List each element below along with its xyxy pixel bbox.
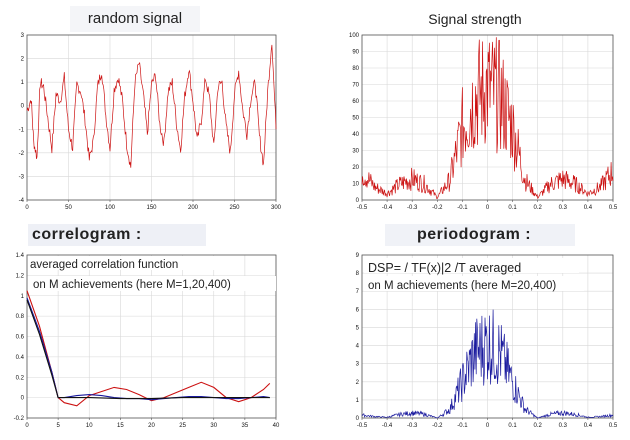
- y-tick-label: 60: [352, 99, 359, 105]
- x-tick-label: 40: [273, 423, 280, 429]
- x-tick-label: -0.4: [382, 205, 393, 211]
- x-tick-label: -0.3: [407, 205, 418, 211]
- x-tick-label: 0.4: [584, 423, 593, 429]
- y-tick-label: 3: [21, 33, 25, 39]
- y-tick-label: -0.2: [14, 416, 25, 422]
- y-tick-label: 100: [349, 33, 360, 39]
- y-tick-label: -1: [19, 127, 25, 133]
- x-tick-label: 200: [188, 205, 199, 211]
- periodogram-annotation-line2: on M achievements (here M=20,400): [368, 280, 556, 292]
- y-tick-label: 1: [356, 398, 360, 404]
- x-tick-label: -0.3: [407, 423, 418, 429]
- series-line-blue: [26, 297, 270, 401]
- y-tick-label: 1: [21, 294, 25, 300]
- y-tick-label: 0.4: [16, 355, 25, 361]
- x-tick-label: -0.2: [432, 205, 443, 211]
- x-tick-label: 0.2: [534, 423, 543, 429]
- y-tick-label: 7: [356, 289, 360, 295]
- y-tick-label: 80: [352, 66, 359, 72]
- x-tick-label: 50: [65, 205, 72, 211]
- series-line-black: [26, 299, 270, 400]
- y-tick-label: 2: [21, 57, 25, 63]
- y-tick-label: 20: [352, 165, 359, 171]
- x-tick-label: 0: [486, 423, 490, 429]
- y-tick-label: 6: [356, 307, 360, 313]
- y-tick-label: 0.8: [16, 314, 25, 320]
- x-tick-label: 0.1: [508, 205, 517, 211]
- y-tick-label: 1: [21, 80, 25, 86]
- x-tick-label: -0.1: [457, 423, 468, 429]
- y-tick-label: 0: [21, 104, 25, 110]
- x-tick-label: -0.5: [357, 423, 368, 429]
- chart-signal-strength: -0.5 -0.4 -0.3 -0.2 -0.1 0 0.1 0.2 0.3 0.4 0.5 0 10 2…: [349, 33, 618, 211]
- periodogram-annotation-line1: DSP= / TF(x)|2 /T averaged: [368, 261, 521, 275]
- x-tick-label: -0.4: [382, 423, 393, 429]
- y-tick-label: 0: [21, 396, 25, 402]
- series-line-red: [361, 37, 614, 199]
- y-tick-label: 1.2: [16, 273, 25, 279]
- x-tick-label: 0.5: [609, 423, 618, 429]
- y-tick-label: 40: [352, 132, 359, 138]
- x-tick-label: -0.1: [457, 205, 468, 211]
- x-tick-label: 0.4: [584, 205, 593, 211]
- chart-title-periodogram: periodogram :: [385, 224, 575, 246]
- series-line-blue: [361, 309, 614, 419]
- x-tick-label: 0: [25, 423, 29, 429]
- x-tick-label: 0: [25, 205, 29, 211]
- y-tick-label: 50: [352, 116, 359, 122]
- y-tick-label: 9: [356, 253, 360, 259]
- x-tick-label: -0.2: [432, 423, 443, 429]
- x-tick-label: 0: [486, 205, 490, 211]
- x-tick-label: 250: [229, 205, 240, 211]
- chart-periodogram: -0.5 -0.4 -0.3 -0.2 -0.1 0 0.1 0.2 0.3 0.4 0.5 0 1 2 3…: [356, 253, 618, 429]
- y-tick-label: 1.4: [16, 253, 25, 259]
- x-tick-label: 0.3: [559, 423, 568, 429]
- y-tick-label: -4: [19, 198, 25, 204]
- x-tick-label: 300: [271, 205, 282, 211]
- x-tick-label: 30: [210, 423, 217, 429]
- x-tick-label: -0.5: [357, 205, 368, 211]
- x-tick-label: 25: [179, 423, 186, 429]
- chart-title-random-signal: random signal: [70, 6, 200, 32]
- x-tick-label: 10: [86, 423, 93, 429]
- correlogram-annotation-line2: on M achievements (here M=1,20,400): [33, 279, 231, 291]
- y-tick-label: 0: [356, 198, 360, 204]
- x-tick-label: 0.3: [559, 205, 568, 211]
- y-tick-label: -2: [19, 151, 25, 157]
- x-tick-label: 5: [56, 423, 60, 429]
- x-tick-label: 100: [105, 205, 116, 211]
- series-line-red: [26, 290, 271, 407]
- chart-correlogram: 0 5 10 15 20 25 30 35 40-0.200.20.40.60.811.21.4: [14, 253, 280, 429]
- x-tick-label: 0.2: [534, 205, 543, 211]
- y-tick-label: 0.2: [16, 375, 25, 381]
- y-tick-label: 2: [356, 380, 360, 386]
- y-tick-label: 70: [352, 83, 359, 89]
- y-tick-label: 8: [356, 271, 360, 277]
- y-tick-label: 5: [356, 325, 360, 331]
- chart-title-signal-strength: Signal strength: [428, 11, 522, 27]
- x-tick-label: 15: [117, 423, 124, 429]
- x-tick-label: 0.5: [609, 205, 618, 211]
- y-tick-label: 10: [352, 182, 359, 188]
- y-tick-label: 0: [356, 416, 360, 422]
- y-tick-label: 90: [352, 50, 359, 56]
- y-tick-label: 30: [352, 149, 359, 155]
- correlogram-annotation-line1: averaged correlation function: [30, 259, 178, 271]
- y-tick-label: -3: [19, 174, 25, 180]
- x-tick-label: 150: [146, 205, 157, 211]
- x-tick-label: 20: [148, 423, 155, 429]
- y-tick-label: 4: [356, 344, 360, 350]
- x-tick-label: 35: [242, 423, 249, 429]
- chart-title-correlogram: correlogram :: [28, 224, 206, 246]
- y-tick-label: 3: [356, 362, 360, 368]
- chart-random-signal: 0 50 100 150 200 250 300 -4 -3 -2 -1 0 1 2 3: [19, 33, 282, 211]
- y-tick-label: 0.6: [16, 335, 25, 341]
- x-tick-label: 0.1: [508, 423, 517, 429]
- series-line-red: [26, 44, 277, 168]
